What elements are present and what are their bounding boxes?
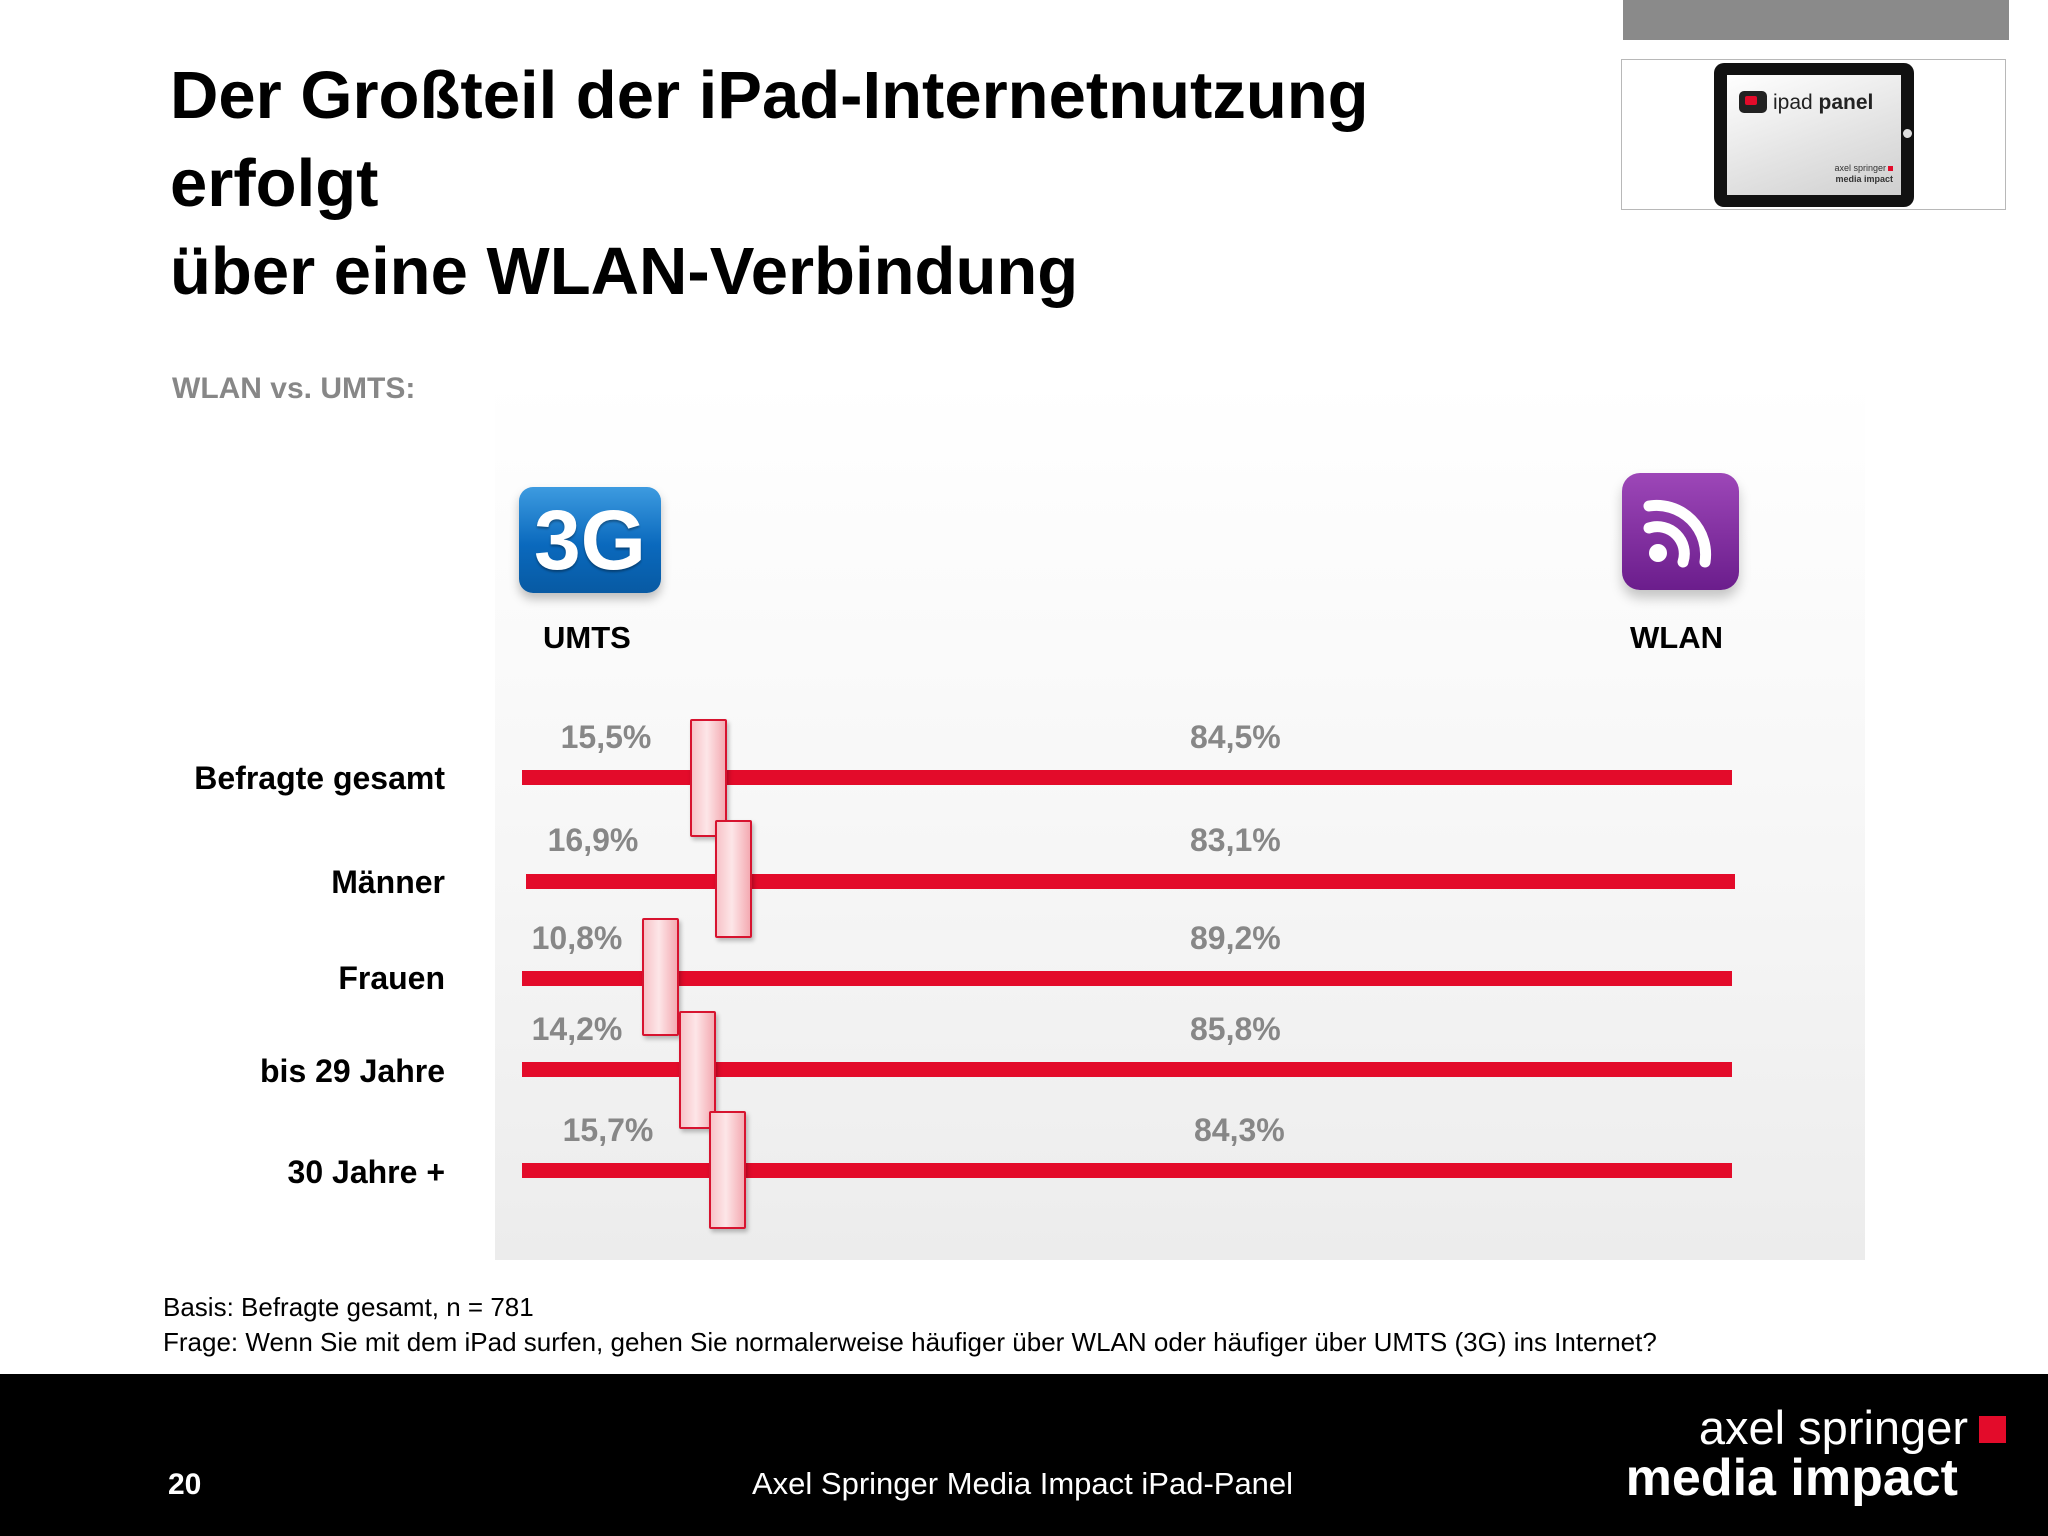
- bar-track: [526, 874, 1735, 889]
- brand-line-2: media impact: [1625, 1449, 1958, 1507]
- slide-title-line-1: Der Großteil der iPad-Internetnutzung: [170, 58, 1369, 133]
- wlan-value-label: 84,5%: [1190, 719, 1281, 755]
- footnotes: Basis: Befragte gesamt, n = 781 Frage: W…: [163, 1290, 1657, 1360]
- slide-title-line-3: über eine WLAN-Verbindung: [170, 234, 1079, 309]
- top-gray-bar: [1623, 0, 2009, 40]
- umts-value-label: 15,7%: [562, 1112, 654, 1148]
- ipad-brand-line1: axel springer: [1834, 163, 1886, 173]
- wifi-icon: [1622, 473, 1739, 590]
- split-marker: [679, 1011, 716, 1129]
- split-marker: [715, 820, 752, 938]
- speech-bubble-icon: [1739, 91, 1767, 113]
- ipad-brand: axel springer media impact: [1834, 163, 1893, 185]
- ipad-device-icon: ipad panel axel springer media impact: [1714, 63, 1914, 207]
- ipad-brand-line2: media impact: [1835, 174, 1893, 184]
- umts-value-label: 16,9%: [547, 822, 639, 858]
- split-marker: [709, 1111, 746, 1229]
- slide-title: Der Großteil der iPad-Internetnutzung er…: [170, 52, 1620, 316]
- category-label: Männer: [331, 864, 445, 900]
- umts-value-label: 14,2%: [531, 1011, 623, 1047]
- 3g-icon: 3G: [519, 487, 661, 593]
- category-label: bis 29 Jahre: [260, 1053, 445, 1089]
- split-marker: [642, 918, 679, 1036]
- bar-track: [522, 971, 1732, 986]
- page-number: 20: [168, 1468, 202, 1501]
- bar-track: [522, 1062, 1732, 1077]
- bar-track: [522, 770, 1732, 785]
- split-marker: [690, 719, 727, 837]
- category-label: Befragte gesamt: [194, 760, 445, 796]
- wlan-label: WLAN: [1630, 620, 1723, 655]
- umts-value-label: 15,5%: [560, 719, 652, 755]
- brand-square-icon: [1979, 1416, 2006, 1443]
- home-button-icon: [1903, 129, 1912, 138]
- wlan-value-label: 89,2%: [1190, 920, 1281, 956]
- brand-square-icon: [1888, 166, 1893, 171]
- bar-track: [522, 1163, 1732, 1178]
- question-note: Frage: Wenn Sie mit dem iPad surfen, geh…: [163, 1327, 1657, 1357]
- umts-label: UMTS: [543, 620, 631, 655]
- footer-bar: 20 Axel Springer Media Impact iPad-Panel…: [0, 1374, 2048, 1536]
- brand-line-1: axel springer: [1698, 1401, 1968, 1454]
- wifi-icon-glyph: [1643, 499, 1712, 568]
- footer-title: Axel Springer Media Impact iPad-Panel: [752, 1466, 1294, 1501]
- slide-title-line-2: erfolgt: [170, 146, 379, 221]
- category-label: Frauen: [338, 960, 445, 996]
- ipad-panel-wordmark-bold: panel: [1818, 91, 1874, 114]
- category-label: 30 Jahre +: [287, 1154, 445, 1190]
- ipad-panel-wordmark: ipad panel: [1773, 91, 1873, 115]
- basis-note: Basis: Befragte gesamt, n = 781: [163, 1292, 534, 1322]
- ipad-panel-wordmark-light: ipad: [1773, 91, 1819, 114]
- umts-value-label: 10,8%: [531, 920, 623, 956]
- wlan-value-label: 83,1%: [1190, 822, 1281, 858]
- wlan-value-label: 85,8%: [1190, 1011, 1281, 1047]
- wlan-value-label: 84,3%: [1194, 1112, 1285, 1148]
- ipad-screen: ipad panel axel springer media impact: [1727, 75, 1901, 195]
- slide-subtitle: WLAN vs. UMTS:: [172, 372, 416, 405]
- ipad-panel-logo: ipad panel axel springer media impact: [1621, 59, 2006, 210]
